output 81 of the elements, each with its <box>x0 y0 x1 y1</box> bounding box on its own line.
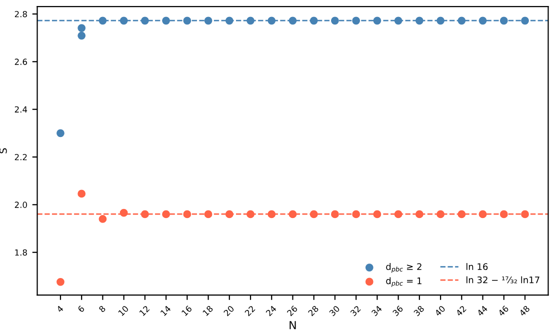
x-tick-label: 18 <box>202 305 214 316</box>
point <box>162 16 170 25</box>
point <box>56 278 64 286</box>
x-tick-label: 26 <box>286 305 298 316</box>
x-tick-label: 8 <box>98 305 106 313</box>
point <box>268 16 276 25</box>
point <box>225 16 234 25</box>
point <box>246 16 254 25</box>
x-tick-label: 42 <box>455 305 466 316</box>
point <box>373 210 382 218</box>
point <box>521 210 529 218</box>
x-tick-label: 16 <box>181 305 192 316</box>
point <box>415 210 424 218</box>
point <box>500 16 508 25</box>
point <box>373 16 382 25</box>
point <box>394 16 402 25</box>
x-tick-label: 36 <box>392 305 404 316</box>
point <box>415 16 424 25</box>
point <box>352 210 360 218</box>
x-tick-label: 22 <box>244 305 256 316</box>
point <box>310 16 318 25</box>
point <box>225 210 234 218</box>
point <box>458 16 466 25</box>
point <box>204 16 212 25</box>
legend-label: ln 16 <box>466 263 488 270</box>
y-tick-label: 2.0 <box>14 202 27 208</box>
legend-label: ln 32 − ¹⁷⁄₃₂ ln17 <box>466 276 540 284</box>
legend-label: d$_{pbc}$ = 1 <box>386 277 422 287</box>
point <box>288 210 297 218</box>
point <box>98 215 107 223</box>
y-tick-label: 2.2 <box>14 154 27 160</box>
point <box>352 16 360 25</box>
x-tick-label: 40 <box>434 305 446 317</box>
y-tick-label: 1.8 <box>15 249 27 256</box>
x-tick-label: 46 <box>498 305 509 317</box>
point <box>140 16 149 25</box>
point <box>436 210 444 218</box>
point <box>98 16 107 25</box>
point <box>78 32 86 40</box>
x-tick-label: 14 <box>160 305 172 316</box>
x-tick-label: 28 <box>308 305 319 316</box>
point <box>478 210 487 218</box>
point <box>78 190 86 198</box>
point <box>120 208 128 217</box>
point <box>78 24 86 32</box>
point <box>204 210 212 218</box>
y-tick-label: 2.4 <box>14 106 28 112</box>
point <box>331 16 339 25</box>
x-tick-label: 10 <box>118 305 129 316</box>
point <box>183 210 192 218</box>
point <box>500 210 508 218</box>
point <box>120 16 128 25</box>
point <box>288 16 297 25</box>
point <box>140 210 149 218</box>
point <box>436 16 444 25</box>
point <box>183 16 192 25</box>
x-tick-label: 32 <box>350 305 361 316</box>
x-tick-label: 6 <box>77 305 85 313</box>
x-tick-label: 44 <box>476 305 488 316</box>
point <box>56 129 64 138</box>
point <box>162 210 170 218</box>
y-tick-label: 2.8 <box>14 10 27 18</box>
x-tick-label: 38 <box>413 305 424 316</box>
point <box>394 210 402 218</box>
x-tick-label: 30 <box>328 305 340 316</box>
x-tick-label: 34 <box>371 305 382 316</box>
point <box>521 16 529 25</box>
point <box>478 16 487 25</box>
x-tick-label: 4 <box>56 305 64 313</box>
point <box>458 210 466 218</box>
legend-label: d$_{pbc}$ ≥ 2 <box>386 263 422 273</box>
x-tick-label: 12 <box>139 305 150 316</box>
x-tick-label: 24 <box>266 305 277 316</box>
point <box>310 210 318 218</box>
x-tick-label: 48 <box>518 305 530 317</box>
x-tick-label: 20 <box>223 305 234 316</box>
x-axis-title: N <box>290 321 296 330</box>
point <box>246 210 254 218</box>
point <box>331 210 339 218</box>
point <box>268 210 276 218</box>
y-tick-label: 2.6 <box>14 58 28 65</box>
